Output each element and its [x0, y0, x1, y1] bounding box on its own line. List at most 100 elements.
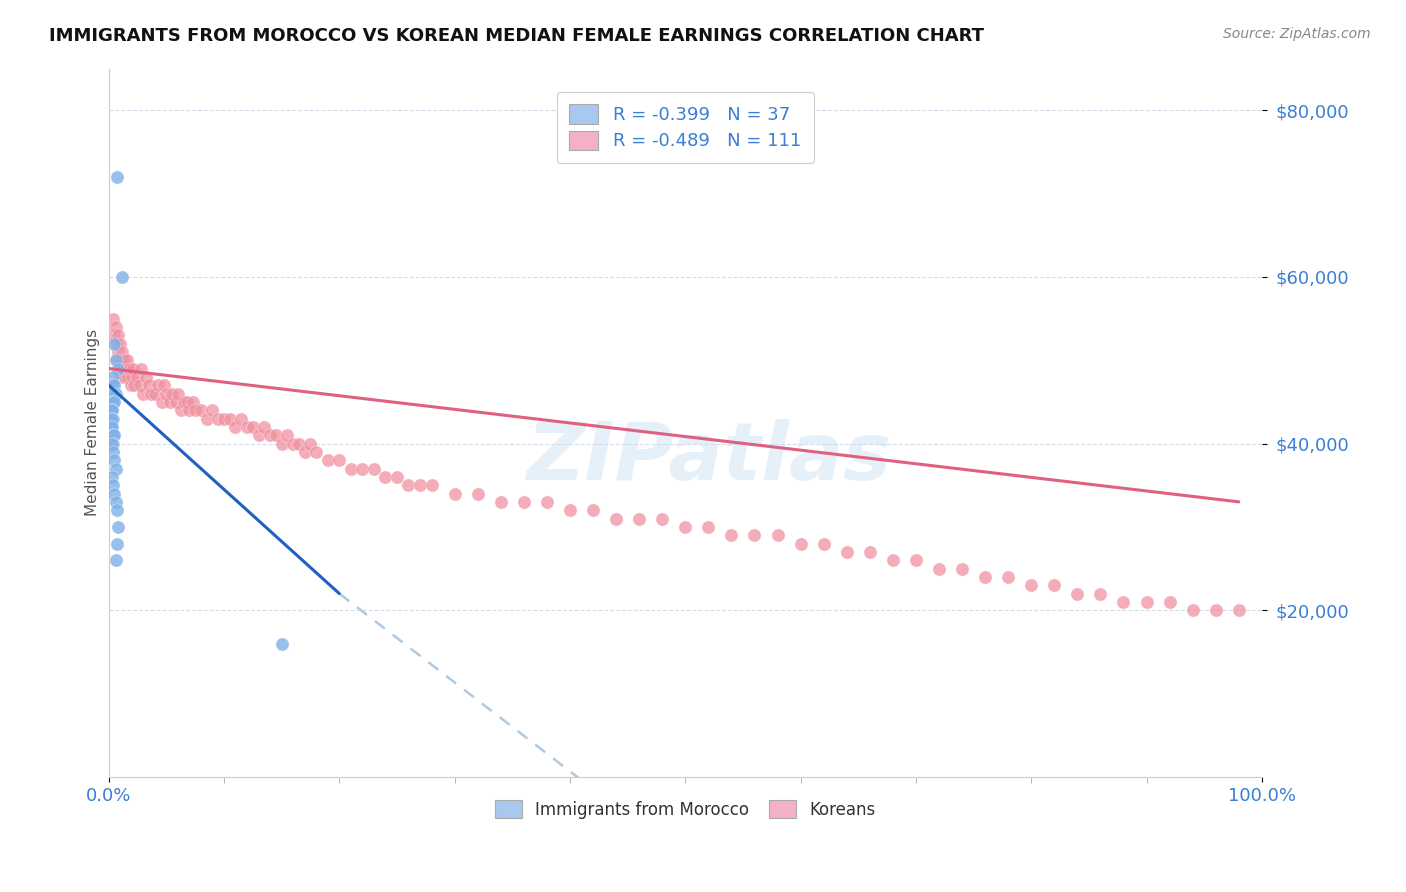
Point: [107, 520, 129, 534]
Point: [103, 478, 125, 492]
Point: [101, 436, 124, 450]
Point: [132, 386, 155, 401]
Point: [247, 428, 270, 442]
Point: [103, 411, 125, 425]
Point: [1043, 578, 1066, 592]
Point: [835, 545, 858, 559]
Point: [1205, 603, 1227, 617]
Point: [443, 486, 465, 500]
Point: [111, 361, 134, 376]
Point: [1159, 595, 1181, 609]
Point: [104, 553, 127, 567]
Point: [489, 495, 512, 509]
Point: [114, 369, 136, 384]
Point: [253, 420, 276, 434]
Point: [467, 486, 489, 500]
Point: [766, 528, 789, 542]
Point: [120, 378, 142, 392]
Point: [813, 536, 835, 550]
Point: [143, 386, 166, 401]
Point: [1181, 603, 1204, 617]
Point: [100, 403, 122, 417]
Point: [127, 369, 149, 384]
Point: [135, 369, 157, 384]
Point: [101, 420, 124, 434]
Point: [100, 420, 122, 434]
Point: [104, 461, 127, 475]
Point: [105, 503, 128, 517]
Point: [1112, 595, 1135, 609]
Point: [122, 378, 145, 392]
Point: [558, 503, 581, 517]
Point: [181, 395, 204, 409]
Point: [103, 453, 125, 467]
Point: [184, 403, 207, 417]
Point: [1066, 586, 1088, 600]
Point: [374, 470, 396, 484]
Point: [101, 378, 124, 392]
Text: Source: ZipAtlas.com: Source: ZipAtlas.com: [1223, 27, 1371, 41]
Legend: Immigrants from Morocco, Koreans: Immigrants from Morocco, Koreans: [488, 793, 882, 825]
Point: [101, 403, 124, 417]
Point: [115, 361, 138, 376]
Point: [105, 169, 128, 184]
Point: [103, 378, 125, 392]
Point: [160, 386, 183, 401]
Point: [110, 353, 132, 368]
Point: [1090, 586, 1112, 600]
Point: [105, 336, 128, 351]
Point: [997, 570, 1019, 584]
Point: [117, 369, 139, 384]
Point: [1227, 603, 1250, 617]
Point: [409, 478, 432, 492]
Point: [107, 361, 129, 376]
Point: [385, 470, 408, 484]
Point: [104, 319, 127, 334]
Point: [103, 328, 125, 343]
Point: [720, 528, 742, 542]
Point: [628, 511, 651, 525]
Point: [651, 511, 673, 525]
Point: [328, 453, 350, 467]
Point: [212, 411, 235, 425]
Point: [299, 436, 322, 450]
Point: [159, 395, 181, 409]
Point: [352, 461, 374, 475]
Point: [283, 436, 305, 450]
Point: [150, 395, 173, 409]
Point: [105, 536, 128, 550]
Point: [276, 428, 298, 442]
Point: [288, 436, 311, 450]
Point: [153, 378, 176, 392]
Point: [190, 403, 212, 417]
Point: [1135, 595, 1157, 609]
Point: [264, 428, 287, 442]
Point: [928, 561, 950, 575]
Point: [103, 395, 125, 409]
Point: [138, 378, 160, 392]
Point: [101, 403, 124, 417]
Point: [103, 445, 125, 459]
Point: [316, 453, 339, 467]
Y-axis label: Median Female Earnings: Median Female Earnings: [86, 329, 100, 516]
Point: [398, 478, 420, 492]
Point: [128, 378, 150, 392]
Point: [420, 478, 443, 492]
Point: [103, 395, 125, 409]
Point: [859, 545, 882, 559]
Point: [882, 553, 904, 567]
Point: [270, 636, 292, 650]
Point: [107, 328, 129, 343]
Point: [108, 336, 131, 351]
Point: [218, 411, 240, 425]
Point: [111, 269, 134, 284]
Point: [105, 353, 128, 368]
Point: [111, 344, 134, 359]
Point: [744, 528, 766, 542]
Point: [103, 428, 125, 442]
Point: [305, 445, 328, 459]
Text: IMMIGRANTS FROM MOROCCO VS KOREAN MEDIAN FEMALE EARNINGS CORRELATION CHART: IMMIGRANTS FROM MOROCCO VS KOREAN MEDIAN…: [49, 27, 984, 45]
Point: [103, 336, 125, 351]
Point: [118, 361, 141, 376]
Point: [101, 395, 124, 409]
